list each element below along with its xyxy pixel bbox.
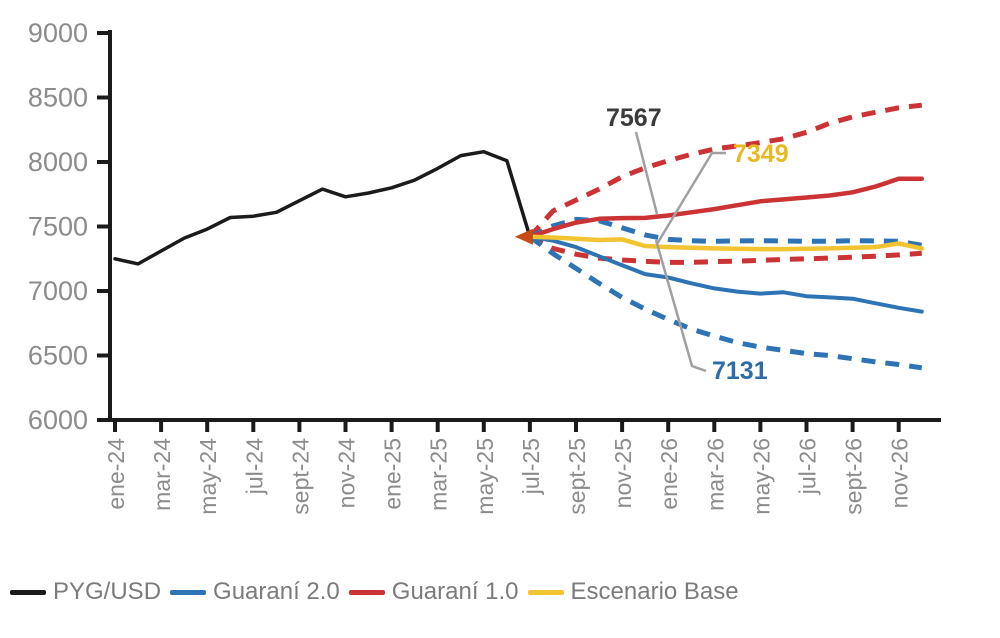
callout-label-7567: 7567	[606, 104, 662, 132]
x-tick-label: nov-26	[887, 438, 913, 508]
x-tick-label: jul-25	[518, 438, 544, 495]
x-tick-label: nov-25	[610, 438, 636, 508]
x-tick-label: mar-25	[426, 438, 452, 511]
x-tick-label: may-26	[748, 438, 774, 515]
legend-item-guarani-1-0: Guaraní 1.0	[348, 578, 519, 606]
callout-label-7349: 7349	[733, 140, 789, 168]
legend-swatch-pyg-usd	[10, 589, 46, 595]
legend-label-guarani-1-0: Guaraní 1.0	[391, 578, 519, 605]
series-pyg-usd	[113, 149, 532, 266]
x-tick-label: jul-24	[241, 438, 267, 495]
legend-label-pyg-usd: PYG/USD	[53, 578, 162, 605]
x-tick-label: sept-26	[841, 438, 867, 515]
x-tick-label: ene-26	[656, 438, 682, 510]
legend-swatch-escenario-base	[527, 589, 564, 595]
y-tick-label: 7500	[28, 212, 88, 242]
legend-item-guarani-2-0: Guaraní 2.0	[170, 578, 340, 606]
y-tick-label: 6000	[28, 405, 88, 435]
y-tick-label: 7000	[28, 276, 88, 306]
x-tick-label: mar-26	[702, 438, 728, 511]
series-escenario-base	[527, 234, 925, 252]
legend-swatch-guarani-2-0	[170, 589, 207, 595]
series-guarani-1-0-banda-superior	[528, 102, 923, 239]
series-guarani-1-0	[527, 176, 925, 240]
x-tick-label: nov-24	[334, 438, 360, 509]
series-guarani-2-0-banda-inferior	[528, 234, 923, 371]
x-tick-label: may-25	[472, 438, 498, 515]
y-tick-label: 6500	[28, 341, 88, 371]
chart-canvas: 6000 6500 7000 7500 8000 8500 9000 ene-24 mar-24…	[28, 18, 941, 515]
x-tick-label: sept-25	[564, 438, 590, 515]
chart-legend: PYG/USD Guaraní 2.0 Guaraní 1.0 Escenari…	[10, 578, 739, 606]
legend-swatch-guarani-1-0	[348, 589, 385, 595]
series-guarani-2-0-banda-superior	[528, 216, 923, 248]
x-tick-label: sept-24	[287, 438, 313, 515]
callout-label-7131: 7131	[712, 357, 768, 385]
x-tick-label: ene-25	[380, 438, 406, 510]
legend-label-guarani-2-0: Guaraní 2.0	[213, 578, 340, 605]
x-tick-label: may-24	[195, 438, 221, 515]
legend-label-escenario-base: Escenario Base	[570, 578, 739, 605]
series-guarani-2-0	[527, 234, 924, 314]
x-tick-label: jul-26	[795, 438, 821, 495]
y-tick-label: 8500	[28, 83, 88, 113]
y-tick-label: 8000	[28, 147, 88, 177]
callout-line-7349	[655, 151, 726, 245]
x-tick-label: mar-24	[149, 438, 175, 511]
callout-line-7131	[654, 239, 707, 373]
legend-item-escenario-base: Escenario Base	[527, 578, 739, 606]
series-guarani-1-0-banda-inferior	[528, 234, 922, 265]
y-tick-label: 9000	[28, 18, 88, 48]
x-tick-label: ene-24	[103, 438, 129, 510]
callout-line-7567	[634, 131, 659, 215]
legend-item-pyg-usd: PYG/USD	[10, 578, 161, 606]
forecast-start-arrow-icon	[514, 228, 533, 245]
